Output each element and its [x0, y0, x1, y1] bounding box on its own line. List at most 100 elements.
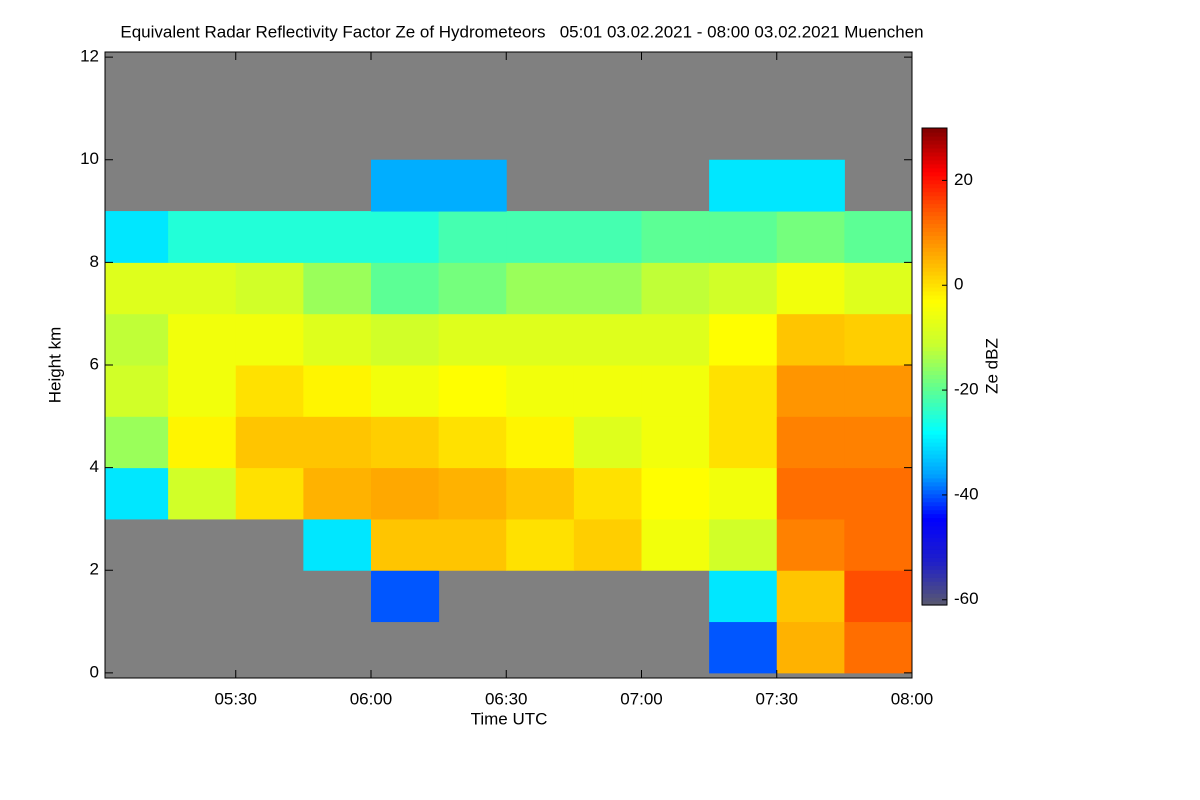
- heatmap-cell: [235, 262, 304, 315]
- colorbar-swatch: [922, 147, 947, 153]
- colorbar-tick-label: 0: [954, 275, 963, 294]
- x-tick-label: 05:30: [214, 689, 257, 708]
- colorbar-swatch: [922, 223, 947, 228]
- heatmap-cell: [506, 365, 575, 417]
- colorbar-swatch: [922, 477, 947, 483]
- heatmap-cell: [105, 211, 169, 263]
- heatmap-cell: [303, 467, 372, 520]
- colorbar-swatch: [922, 418, 947, 423]
- colorbar-swatch: [922, 469, 947, 475]
- heatmap-cell: [844, 518, 913, 571]
- heatmap-cell: [641, 365, 710, 417]
- colorbar-swatch: [922, 481, 947, 487]
- colorbar-swatch: [922, 255, 947, 260]
- colorbar-swatch: [922, 267, 947, 272]
- heatmap-cell: [168, 313, 237, 366]
- heatmap-cell: [168, 262, 237, 315]
- colorbar-swatch: [922, 557, 947, 562]
- heatmap-cell: [776, 211, 845, 263]
- heatmap-cell: [776, 313, 845, 366]
- colorbar-swatch: [922, 465, 947, 471]
- colorbar-swatch: [922, 247, 947, 252]
- heatmap-cell: [506, 518, 575, 571]
- heatmap-cell: [573, 416, 642, 469]
- heatmap-cell: [709, 365, 778, 417]
- colorbar-swatch: [922, 406, 947, 411]
- heatmap-cell: [303, 262, 372, 315]
- heatmap-cell: [370, 365, 440, 417]
- heatmap-cell: [370, 416, 440, 469]
- heatmap-cell: [370, 159, 440, 212]
- colorbar-label: Ze dBZ: [982, 338, 1001, 394]
- colorbar-swatch: [922, 422, 947, 427]
- y-tick-label: 8: [90, 252, 99, 271]
- heatmap-cell: [438, 262, 507, 315]
- colorbar-swatch: [922, 211, 947, 217]
- colorbar-swatch: [922, 529, 947, 535]
- heatmap-cell: [303, 416, 372, 469]
- heatmap-cell: [370, 570, 440, 623]
- colorbar-swatch: [922, 394, 947, 399]
- colorbar-swatch: [922, 553, 947, 558]
- colorbar-swatch: [922, 183, 947, 189]
- heatmap-cell: [506, 416, 575, 469]
- colorbar-swatch: [922, 446, 947, 451]
- colorbar-swatch: [922, 581, 947, 586]
- heatmap-cell: [235, 313, 304, 366]
- colorbar-swatch: [922, 346, 947, 352]
- heatmap-cell: [844, 416, 913, 469]
- colorbar-swatch: [922, 231, 947, 236]
- heatmap-cell: [370, 211, 440, 263]
- colorbar-swatch: [922, 128, 947, 133]
- heatmap-cell: [641, 211, 710, 263]
- heatmap-cell: [438, 159, 507, 212]
- colorbar-swatch: [922, 167, 947, 173]
- heatmap-cell: [776, 159, 845, 212]
- colorbar-swatch: [922, 259, 947, 264]
- colorbar-swatch: [922, 457, 947, 463]
- colorbar-swatch: [922, 573, 947, 578]
- colorbar-swatch: [922, 239, 947, 244]
- heatmap-cell: [641, 416, 710, 469]
- colorbar-swatch: [922, 175, 947, 181]
- heatmap-cell: [438, 365, 507, 417]
- colorbar-swatch: [922, 589, 947, 594]
- colorbar-swatch: [922, 382, 947, 387]
- heatmap-cell: [709, 518, 778, 571]
- colorbar-swatch: [922, 163, 947, 169]
- heatmap-cell: [168, 211, 237, 263]
- colorbar-swatch: [922, 350, 947, 356]
- heatmap-cell: [709, 313, 778, 366]
- heatmap-cell: [573, 313, 642, 366]
- heatmap-cell: [438, 416, 507, 469]
- colorbar-swatch: [922, 275, 947, 280]
- heatmap-cell: [844, 262, 913, 315]
- colorbar-swatch: [922, 235, 947, 240]
- colorbar-swatch: [922, 410, 947, 415]
- colorbar-swatch: [922, 541, 947, 546]
- colorbar-swatch: [922, 155, 947, 161]
- colorbar-swatch: [922, 139, 947, 145]
- colorbar-swatch: [922, 430, 947, 435]
- colorbar-swatch: [922, 195, 947, 201]
- heatmap-cell: [235, 467, 304, 520]
- colorbar-swatch: [922, 473, 947, 479]
- heatmap-cells: [105, 159, 913, 674]
- colorbar-swatch: [922, 366, 947, 372]
- colorbar-swatch: [922, 314, 947, 320]
- x-tick-label: 06:00: [350, 689, 393, 708]
- heatmap-cell: [776, 262, 845, 315]
- colorbar-swatch: [922, 227, 947, 232]
- colorbar-tick-label: -20: [954, 380, 979, 399]
- colorbar-swatch: [922, 501, 947, 507]
- heatmap-cell: [105, 467, 169, 520]
- colorbar-swatch: [922, 513, 947, 519]
- heatmap-cell: [438, 518, 507, 571]
- heatmap-cell: [370, 467, 440, 520]
- colorbar-swatch: [922, 135, 947, 141]
- heatmap-cell: [506, 262, 575, 315]
- y-tick-label: 4: [90, 457, 99, 476]
- colorbar-swatch: [922, 191, 947, 197]
- colorbar-swatch: [922, 187, 947, 193]
